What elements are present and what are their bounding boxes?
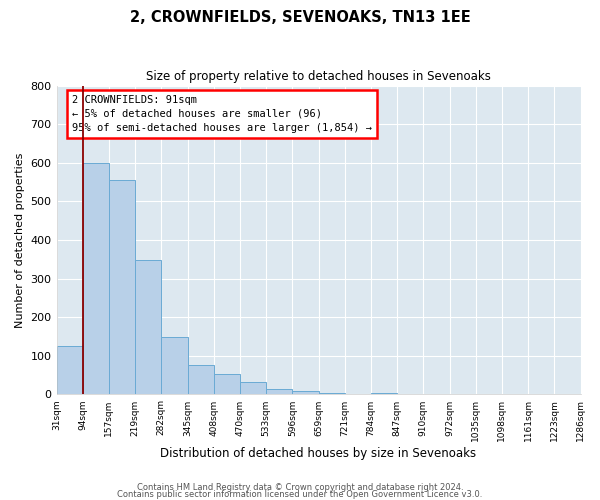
Text: Contains HM Land Registry data © Crown copyright and database right 2024.: Contains HM Land Registry data © Crown c…: [137, 484, 463, 492]
Bar: [319, 392, 345, 394]
Bar: [292, 390, 319, 394]
Text: Contains public sector information licensed under the Open Government Licence v3: Contains public sector information licen…: [118, 490, 482, 499]
Bar: [161, 338, 188, 394]
Title: Size of property relative to detached houses in Sevenoaks: Size of property relative to detached ho…: [146, 70, 491, 83]
Bar: [240, 382, 266, 394]
X-axis label: Distribution of detached houses by size in Sevenoaks: Distribution of detached houses by size …: [160, 447, 476, 460]
Bar: [371, 392, 397, 394]
Bar: [266, 388, 292, 394]
Bar: [56, 346, 83, 395]
Y-axis label: Number of detached properties: Number of detached properties: [15, 152, 25, 328]
Bar: [214, 374, 240, 394]
Text: 2 CROWNFIELDS: 91sqm
← 5% of detached houses are smaller (96)
95% of semi-detach: 2 CROWNFIELDS: 91sqm ← 5% of detached ho…: [72, 95, 372, 133]
Bar: [109, 180, 135, 394]
Text: 2, CROWNFIELDS, SEVENOAKS, TN13 1EE: 2, CROWNFIELDS, SEVENOAKS, TN13 1EE: [130, 10, 470, 25]
Bar: [135, 260, 161, 394]
Bar: [83, 163, 109, 394]
Bar: [188, 366, 214, 394]
